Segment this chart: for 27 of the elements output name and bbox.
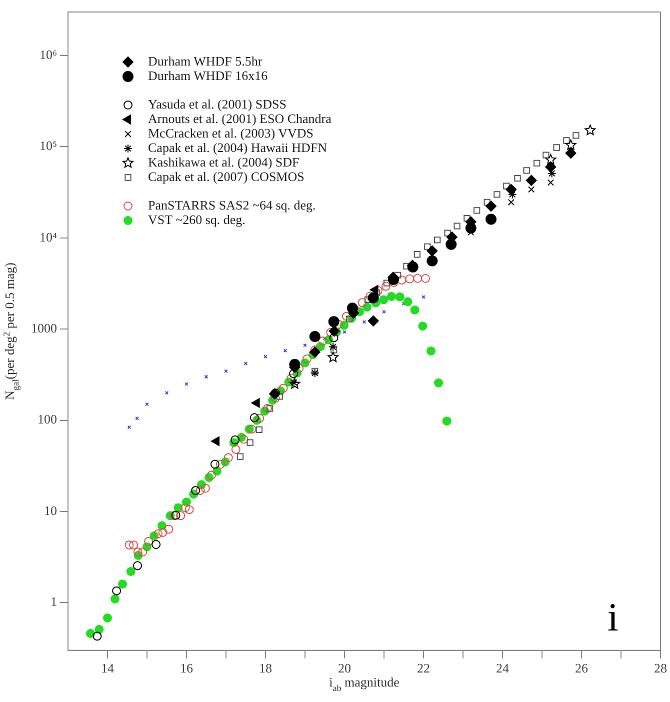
legend-label: PanSTARRS SAS2 ~64 sq. deg. <box>148 197 316 212</box>
legend-label: McCracken et al. (2003) VVDS <box>148 125 314 140</box>
y-axis-title: Ngal(per deg2 per 0.5 mag) <box>1 262 21 400</box>
y-tick-label: 10⁶ <box>39 46 57 62</box>
x-tick-label: 16 <box>180 660 194 676</box>
y-tick-label: 10⁴ <box>39 229 58 244</box>
x-tick-label: 22 <box>417 660 430 676</box>
legend-label: Arnouts et al. (2001) ESO Chandra <box>148 110 332 126</box>
y-tick-label: 1000 <box>31 320 57 336</box>
y-tick-label: 10 <box>44 502 57 518</box>
legend-label: Durham WHDF 16x16 <box>148 68 268 83</box>
legend-label: VST ~260 sq. deg. <box>148 212 246 227</box>
legend-label: Kashikawa et al. (2004) SDF <box>148 154 300 170</box>
legend-label: Yasuda et al. (2001) SDSS <box>148 96 286 112</box>
y-tick-label: 100 <box>38 412 57 427</box>
x-tick-label: 28 <box>654 660 667 676</box>
x-tick-label: 14 <box>101 660 114 676</box>
x-tick-label: 20 <box>338 660 351 676</box>
annotation: i <box>607 594 618 640</box>
x-tick-label: 26 <box>575 660 588 676</box>
y-tick-label: 1 <box>50 594 57 610</box>
x-tick-label: 18 <box>259 660 272 676</box>
legend-label: Capak et al. (2004) Hawaii HDFN <box>148 140 328 155</box>
y-tick-label: 10⁵ <box>39 138 57 154</box>
legend-label: Capak et al. (2007) COSMOS <box>148 168 304 184</box>
x-tick-label: 24 <box>496 660 510 676</box>
legend-label: Durham WHDF 5.5hr <box>148 53 263 68</box>
